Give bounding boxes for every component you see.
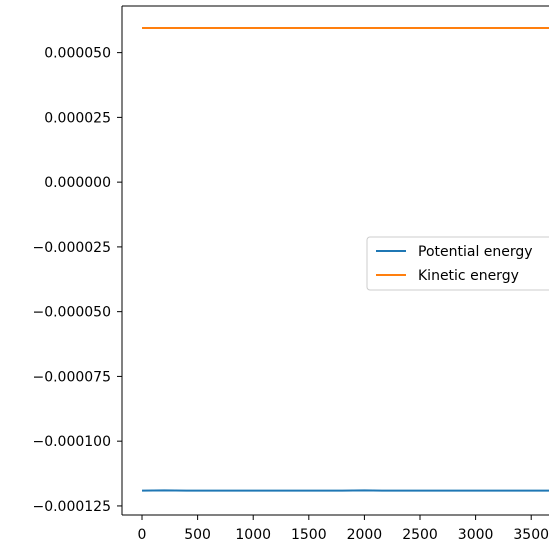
x-tick-label: 2500 — [402, 527, 438, 543]
series-layer — [142, 27, 549, 492]
y-tick-label: 0.000000 — [44, 175, 111, 191]
y-tick-label: −0.000075 — [32, 369, 111, 385]
x-tick-label: 500 — [184, 527, 211, 543]
legend-box — [366, 236, 549, 291]
legend-label-kinetic-energy: Kinetic energy — [418, 268, 519, 284]
y-tick-label: −0.000100 — [32, 434, 111, 450]
x-tick-label: 1000 — [235, 527, 271, 543]
legend: Potential energy Kinetic energy — [366, 236, 549, 291]
y-tick-label: −0.000125 — [32, 499, 111, 515]
legend-label-potential-energy: Potential energy — [418, 244, 533, 260]
y-tick-label: −0.000050 — [32, 305, 111, 321]
y-tick-label: −0.000025 — [32, 240, 111, 256]
y-ticks: 0.000050 0.000025 0.000000 −0.000025 −0.0000… — [32, 46, 122, 515]
x-ticks: 0 500 1000 1500 2000 2500 3000 3500 — [138, 515, 549, 543]
axes-layer — [121, 5, 549, 516]
y-tick-label: 0.000025 — [44, 110, 111, 126]
x-tick-label: 3000 — [458, 527, 494, 543]
x-tick-label: 0 — [138, 527, 147, 543]
x-tick-label: 2000 — [347, 527, 383, 543]
y-tick-label: 0.000050 — [44, 46, 111, 62]
x-tick-label: 1500 — [291, 527, 327, 543]
x-tick-label: 3500 — [513, 527, 549, 543]
